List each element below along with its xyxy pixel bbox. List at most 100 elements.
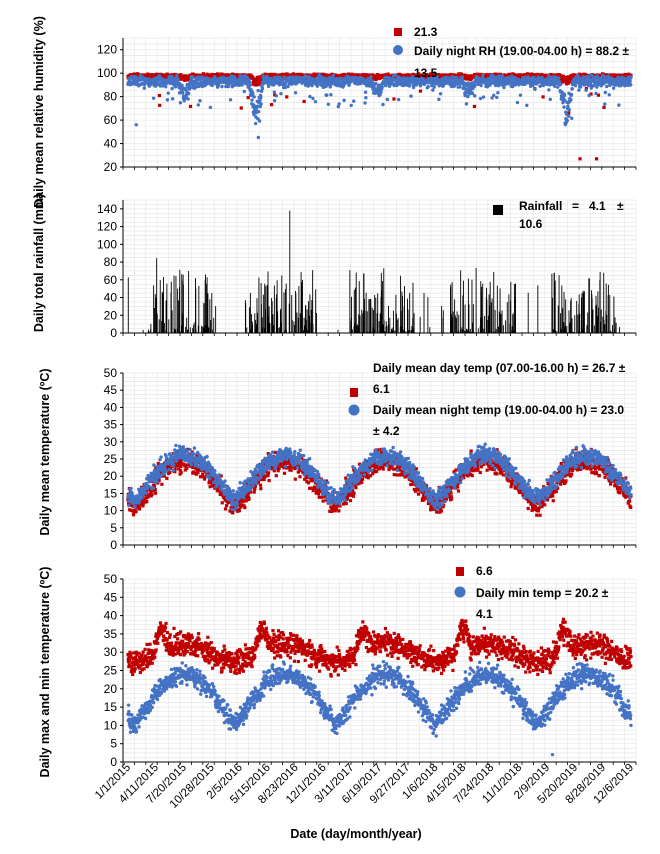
rh-day-point (561, 74, 566, 78)
rh-day-point (564, 82, 569, 86)
rh-day-point (392, 97, 396, 101)
y-tick-label: 0 (110, 538, 117, 552)
rh-night-point (331, 73, 336, 78)
rh-night-point (540, 75, 544, 80)
rh-night-point (363, 90, 368, 94)
rh-night-point (533, 87, 537, 91)
rh-night-point (165, 98, 170, 102)
rh-night-point (190, 75, 195, 79)
panel-relative-humidity: 20 40 60 80 100 120 Daily mean relative humid… (32, 16, 637, 208)
rh-night-point (548, 97, 552, 102)
rh-night-point (170, 97, 175, 101)
rh-night-point (329, 93, 333, 97)
rh-day-point (476, 72, 480, 76)
mean-day-temp-point (134, 510, 138, 514)
rh-night-point (186, 91, 191, 96)
rh-day-point (386, 72, 390, 76)
rh-night-point (274, 94, 278, 98)
rh-day-point (239, 106, 243, 110)
rh-night-point (253, 121, 258, 126)
y-tick-label: 10 (104, 504, 118, 518)
legend-rh-line2: Daily night RH (19.00-04.00 h) = 88.2 ± (414, 44, 629, 58)
y-tick-label: 15 (104, 486, 118, 500)
rh-night-point (584, 88, 588, 92)
rh-night-point (464, 102, 469, 106)
y-tick-label: 120 (97, 220, 117, 234)
rh-night-point (473, 83, 477, 88)
rh-day-point (201, 72, 206, 76)
y-tick-label: 100 (97, 66, 117, 80)
rh-day-point (157, 93, 162, 98)
mean-day-temp-point (185, 466, 189, 470)
mean-day-temp-point (160, 482, 164, 486)
rh-night-point (547, 88, 551, 92)
rh-night-point (629, 75, 633, 80)
rh-night-point (181, 91, 185, 95)
rh-night-point (407, 84, 412, 88)
rh-night-point (256, 88, 260, 93)
rh-night-point (259, 95, 263, 100)
legend-rain-mean: 4.1 (589, 199, 606, 213)
rh-night-point (380, 85, 384, 90)
rh-day-point (557, 73, 561, 77)
rh-night-point (252, 95, 256, 99)
rh-night-point (220, 84, 224, 89)
rh-night-point (283, 82, 288, 86)
rh-night-point (164, 85, 168, 89)
rh-night-point (178, 101, 183, 105)
rh-night-point (559, 82, 563, 86)
rh-night-point (242, 89, 247, 94)
rh-night-point (481, 95, 486, 99)
rh-night-point (259, 102, 263, 106)
rh-night-point (594, 91, 598, 96)
rh-night-point (325, 93, 329, 97)
rh-night-point (142, 86, 146, 90)
y-tick-label: 20 (104, 308, 118, 322)
rh-night-point (326, 102, 331, 107)
rh-night-point (363, 101, 367, 105)
panel-rainfall: 0 20 40 60 80 100 120 140 Daily total rainfall … (32, 194, 637, 340)
rh-night-point (569, 97, 573, 102)
legend-red-marker (394, 28, 402, 36)
rh-night-point (557, 76, 561, 80)
y-tick-label: 120 (97, 43, 117, 57)
rh-night-point (478, 96, 483, 101)
y-tick-label: 35 (104, 418, 118, 432)
rh-night-point (256, 109, 261, 114)
rh-night-outlier (134, 123, 138, 127)
rh-night-point (628, 78, 632, 83)
rh-night-point (567, 108, 571, 112)
rh-day-point (251, 75, 255, 80)
rh-night-point (438, 92, 443, 96)
rh-night-point (186, 97, 190, 101)
rh-night-point (379, 90, 383, 94)
rh-night-point (492, 93, 496, 98)
rh-night-point (381, 102, 385, 107)
rh-night-point (166, 91, 170, 95)
mean-day-temp-point (165, 476, 169, 480)
rh-night-point (170, 86, 174, 91)
rh-day-point (269, 103, 274, 107)
rh-night-point (500, 74, 505, 78)
mean-day-temp-point (153, 491, 158, 495)
rh-night-point (437, 97, 441, 102)
panel-rh-ylabel-line1: Daily mean relative humidity (%) (32, 16, 46, 208)
rh-night-point (308, 94, 312, 99)
rh-night-point (603, 90, 608, 95)
rh-night-series (126, 72, 633, 140)
rh-night-point (151, 96, 156, 100)
rh-night-point (256, 135, 261, 140)
rh-day-point (246, 96, 250, 100)
rh-day-point (564, 76, 568, 81)
panel-rain-ylabel: Daily total rainfall (mm) (32, 194, 46, 332)
rh-day-point (215, 72, 220, 76)
rh-night-point (518, 93, 523, 97)
rh-night-point (605, 84, 609, 89)
mean-day-temp-point (145, 500, 149, 504)
rh-day-point (285, 95, 289, 99)
rh-night-point (565, 118, 570, 123)
y-tick-label: 100 (97, 237, 117, 251)
rh-night-point (257, 119, 262, 123)
